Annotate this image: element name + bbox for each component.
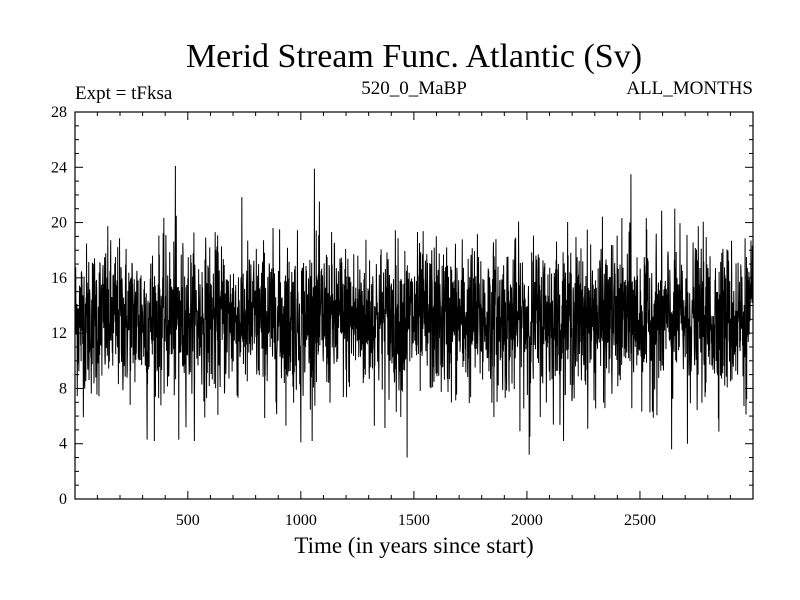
- series-layer: [74, 165, 754, 458]
- y-tick-label: 0: [59, 491, 67, 508]
- months-label: ALL_MONTHS: [626, 78, 753, 99]
- x-tick-label: 500: [176, 512, 200, 529]
- y-tick-label: 12: [51, 325, 67, 342]
- x-axis-label: Time (in years since start): [294, 533, 533, 558]
- chart-title: Merid Stream Func. Atlantic (Sv): [186, 38, 642, 75]
- period-label: 520_0_MaBP: [361, 78, 467, 99]
- experiment-label: Expt = tFksa: [75, 83, 173, 104]
- x-tick-label: 2000: [511, 512, 543, 529]
- series-line: [74, 165, 754, 458]
- y-tick-label: 28: [51, 104, 67, 121]
- x-tick-label: 2500: [624, 512, 656, 529]
- x-tick-label: 1500: [398, 512, 430, 529]
- plot-frame: [74, 111, 754, 500]
- y-tick-label: 20: [51, 215, 67, 232]
- y-tick-label: 4: [59, 436, 67, 453]
- y-tick-label: 24: [51, 159, 67, 176]
- x-tick-label: 1000: [285, 512, 317, 529]
- y-tick-label: 8: [59, 380, 67, 397]
- y-tick-label: 16: [51, 270, 67, 287]
